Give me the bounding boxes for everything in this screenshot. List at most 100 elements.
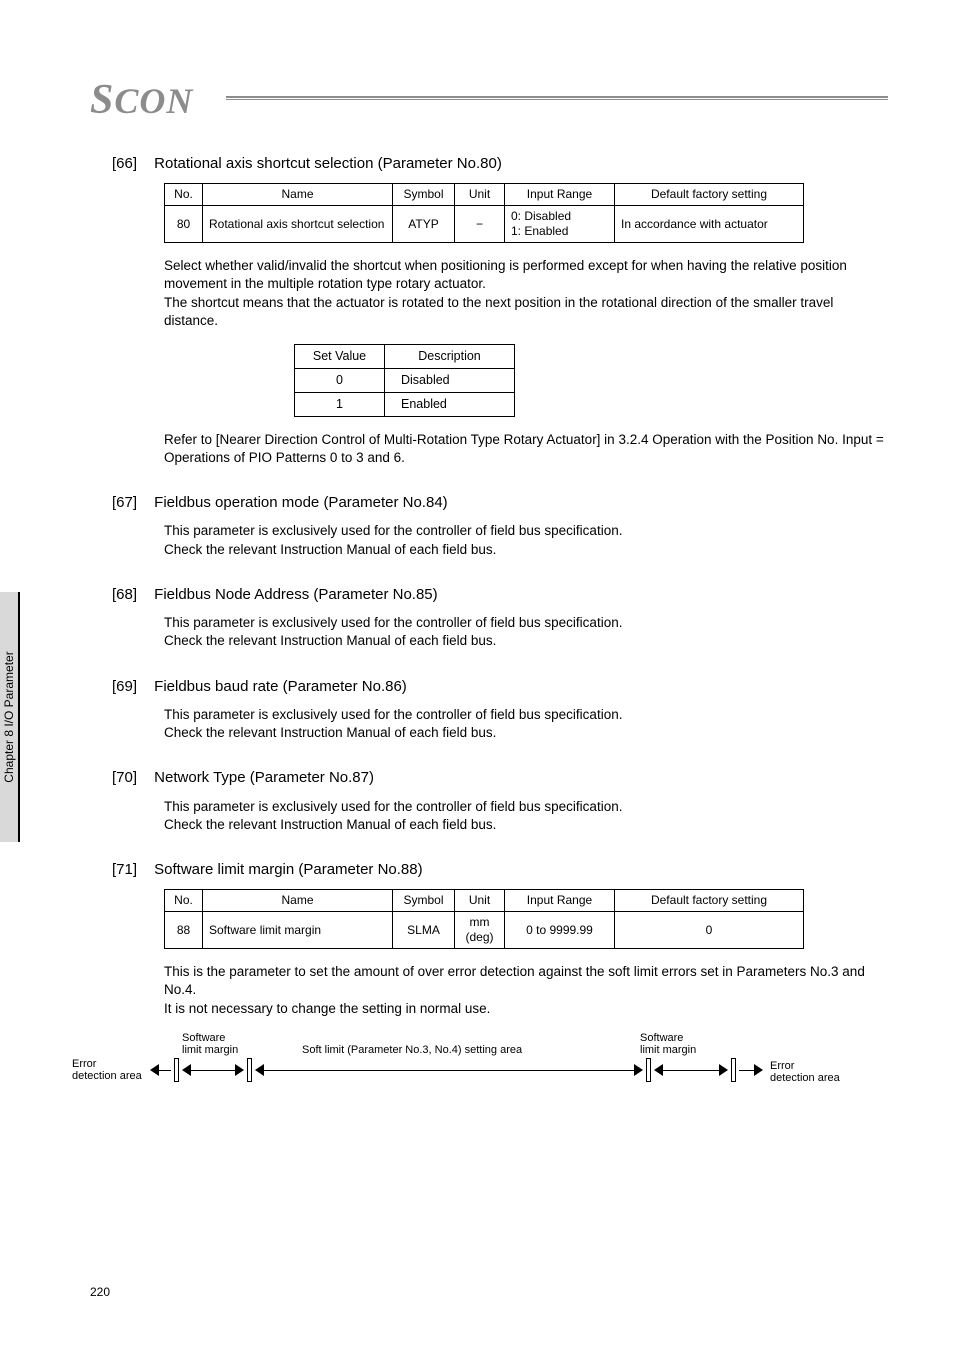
arrow-left-icon [150, 1064, 159, 1076]
th-symbol: Symbol [393, 184, 455, 206]
s70-p1: This parameter is exclusively used for t… [164, 798, 888, 816]
section-66-paragraphs: Select whether valid/invalid the shortcu… [164, 257, 888, 330]
page-content: [66] Rotational axis shortcut selection … [112, 154, 888, 1108]
td-range-l1: 0: Disabled [511, 209, 571, 223]
param-table-71: No. Name Symbol Unit Input Range Default… [164, 889, 804, 949]
diag-soft-margin-l1: Software [182, 1032, 225, 1044]
table-row: 80 Rotational axis shortcut selection AT… [165, 206, 804, 243]
diag-line [739, 1070, 754, 1071]
diag-error-right-l1: Error [770, 1060, 794, 1072]
param-table-66: No. Name Symbol Unit Input Range Default… [164, 183, 804, 243]
table-row: No. Name Symbol Unit Input Range Default… [165, 890, 804, 912]
table-row: Set Value Description [295, 345, 515, 369]
td-name: Rotational axis shortcut selection [203, 206, 393, 243]
arrow-left-icon [654, 1064, 663, 1076]
section-66-title: Rotational axis shortcut selection (Para… [154, 155, 502, 172]
th-default: Default factory setting [615, 184, 804, 206]
section-70-heading: [70] Network Type (Parameter No.87) [112, 768, 888, 788]
th-range: Input Range [505, 890, 615, 912]
section-70: [70] Network Type (Parameter No.87) This… [112, 768, 888, 834]
table-row: 1 Enabled [295, 392, 515, 416]
diag-error-left: Errordetection area [72, 1058, 142, 1083]
section-68-num: [68] [112, 585, 150, 605]
table-row: 88 Software limit margin SLMA mm (deg) 0… [165, 912, 804, 949]
diag-setting-area: Soft limit (Parameter No.3, No.4) settin… [302, 1044, 522, 1057]
diag-line [264, 1070, 634, 1071]
th-no: No. [165, 184, 203, 206]
td-unit-l1: mm [470, 915, 490, 929]
section-67-num: [67] [112, 493, 150, 513]
section-67: [67] Fieldbus operation mode (Parameter … [112, 493, 888, 559]
sv-h2: Description [385, 345, 515, 369]
diag-line [159, 1070, 171, 1071]
diag-main-box-left [247, 1058, 252, 1082]
diag-soft-margin-right: Software limit margin [640, 1032, 696, 1057]
section-66-heading: [66] Rotational axis shortcut selection … [112, 154, 888, 174]
section-71-title: Software limit margin (Parameter No.88) [154, 861, 422, 878]
sidebar-tab: Chapter 8 I/O Parameter [0, 592, 20, 842]
section-71: [71] Software limit margin (Parameter No… [112, 860, 888, 1018]
section-69-title: Fieldbus baud rate (Parameter No.86) [154, 678, 407, 695]
td-name: Software limit margin [203, 912, 393, 949]
td-unit: mm (deg) [455, 912, 505, 949]
section-67-title: Fieldbus operation mode (Parameter No.84… [154, 494, 447, 511]
s66-p2: The shortcut means that the actuator is … [164, 294, 888, 330]
section-70-title: Network Type (Parameter No.87) [154, 769, 374, 786]
td-unit-l2: (deg) [465, 930, 493, 944]
arrow-right-icon [754, 1064, 763, 1076]
arrow-right-icon [634, 1064, 643, 1076]
section-70-num: [70] [112, 768, 150, 788]
arrow-right-icon [719, 1064, 728, 1076]
section-67-heading: [67] Fieldbus operation mode (Parameter … [112, 493, 888, 513]
s69-p1: This parameter is exclusively used for t… [164, 706, 888, 724]
td-range-l2: 1: Enabled [511, 224, 568, 238]
logo-s: S [90, 77, 114, 123]
section-67-body: This parameter is exclusively used for t… [164, 522, 888, 558]
th-unit: Unit [455, 184, 505, 206]
header-rule [226, 96, 888, 100]
td-symbol: SLMA [393, 912, 455, 949]
section-69-body: This parameter is exclusively used for t… [164, 706, 888, 742]
th-default: Default factory setting [615, 890, 804, 912]
td-default: 0 [615, 912, 804, 949]
limit-margin-diagram: Errordetection area Software limit margi… [82, 1028, 862, 1108]
section-68: [68] Fieldbus Node Address (Parameter No… [112, 585, 888, 651]
section-71-body: No. Name Symbol Unit Input Range Default… [164, 889, 888, 1018]
diag-margin-box-right [731, 1058, 736, 1082]
section-68-title: Fieldbus Node Address (Parameter No.85) [154, 586, 437, 603]
diag-line [191, 1070, 235, 1071]
s71-p1: This is the parameter to set the amount … [164, 963, 888, 999]
td-range: 0 to 9999.99 [505, 912, 615, 949]
section-71-num: [71] [112, 860, 150, 880]
diag-soft-margin-left: Software limit margin [182, 1032, 238, 1057]
section-71-heading: [71] Software limit margin (Parameter No… [112, 860, 888, 880]
arrow-left-icon [255, 1064, 264, 1076]
th-range: Input Range [505, 184, 615, 206]
s68-p1: This parameter is exclusively used for t… [164, 614, 888, 632]
table-row: No. Name Symbol Unit Input Range Default… [165, 184, 804, 206]
logo-rest: CON [114, 81, 193, 121]
diag-error-right-l2: detection area [770, 1072, 840, 1084]
arrow-right-icon [235, 1064, 244, 1076]
sidebar-tab-label: Chapter 8 I/O Parameter [1, 651, 17, 782]
section-66: [66] Rotational axis shortcut selection … [112, 154, 888, 467]
td-range: 0: Disabled 1: Enabled [505, 206, 615, 243]
th-no: No. [165, 890, 203, 912]
diag-line [663, 1070, 719, 1071]
section-70-body: This parameter is exclusively used for t… [164, 798, 888, 834]
s69-p2: Check the relevant Instruction Manual of… [164, 724, 888, 742]
section-69: [69] Fieldbus baud rate (Parameter No.86… [112, 677, 888, 743]
td-unit: − [455, 206, 505, 243]
logo: SCON [90, 72, 193, 129]
diag-margin-box-left [174, 1058, 179, 1082]
s66-p1: Select whether valid/invalid the shortcu… [164, 257, 888, 293]
td-symbol: ATYP [393, 206, 455, 243]
diag-soft-margin-l2: limit margin [182, 1044, 238, 1056]
th-symbol: Symbol [393, 890, 455, 912]
th-name: Name [203, 184, 393, 206]
td-no: 88 [165, 912, 203, 949]
section-69-heading: [69] Fieldbus baud rate (Parameter No.86… [112, 677, 888, 697]
td-default: In accordance with actuator [615, 206, 804, 243]
th-name: Name [203, 890, 393, 912]
s68-p2: Check the relevant Instruction Manual of… [164, 632, 888, 650]
